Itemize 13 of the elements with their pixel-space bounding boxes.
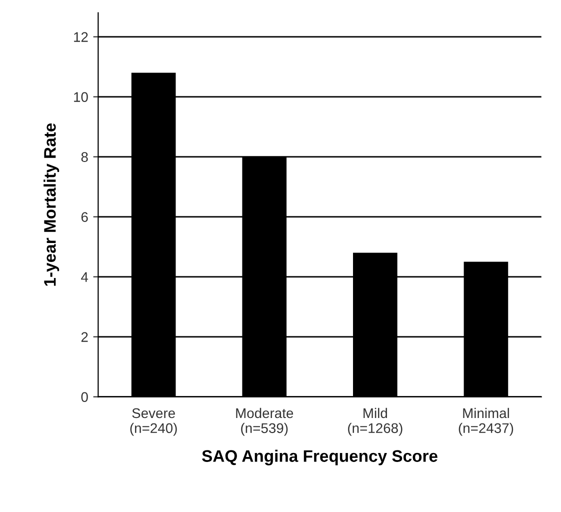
y-tick-label: 10 [74, 92, 88, 102]
x-tick-label: Severe (n=240) [130, 408, 177, 436]
y-tick-label: 12 [74, 32, 88, 42]
y-tick-label: 6 [81, 212, 88, 222]
y-axis-title: 1-year Mortality Rate [44, 123, 60, 286]
x-tick-label: Mild (n=1268) [348, 408, 402, 436]
y-tick-label: 4 [81, 272, 88, 282]
y-tick-label: 2 [81, 332, 88, 342]
x-tick-label: Moderate (n=539) [236, 408, 294, 436]
y-tick-label: 0 [81, 392, 88, 402]
x-tick-label: Minimal (n=2437) [458, 408, 514, 436]
y-tick-label: 8 [81, 152, 88, 162]
x-axis-title: SAQ Angina Frequency Score [202, 450, 438, 466]
